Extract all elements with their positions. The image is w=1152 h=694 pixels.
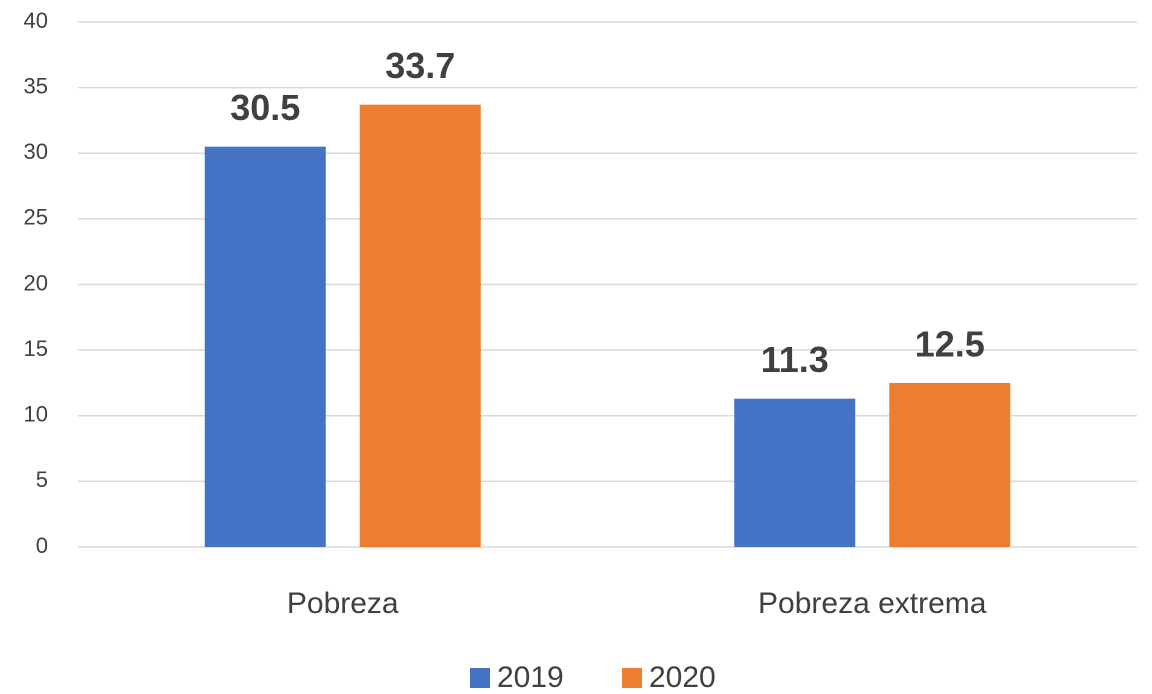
value-label: 12.5 [915, 323, 985, 364]
legend-swatch [622, 668, 642, 688]
x-tick-label: Pobreza [287, 587, 399, 620]
y-tick-label: 15 [24, 336, 48, 361]
y-tick-label: 10 [24, 402, 48, 427]
value-label: 33.7 [385, 45, 455, 86]
y-tick-label: 5 [36, 467, 48, 492]
y-tick-label: 20 [24, 270, 48, 295]
bar [889, 382, 1011, 547]
bar [734, 398, 856, 547]
y-tick-label: 0 [36, 533, 48, 558]
y-tick-label: 35 [24, 73, 48, 98]
x-tick-label: Pobreza extrema [758, 587, 987, 620]
y-tick-label: 40 [24, 8, 48, 33]
legend-label: 2020 [649, 661, 716, 694]
y-tick-label: 30 [24, 139, 48, 164]
value-label: 30.5 [230, 87, 300, 128]
bar [359, 104, 481, 547]
bar [204, 146, 326, 547]
y-tick-label: 25 [24, 205, 48, 230]
legend-label: 2019 [497, 661, 564, 694]
value-label: 11.3 [761, 339, 829, 380]
legend-swatch [470, 668, 490, 688]
